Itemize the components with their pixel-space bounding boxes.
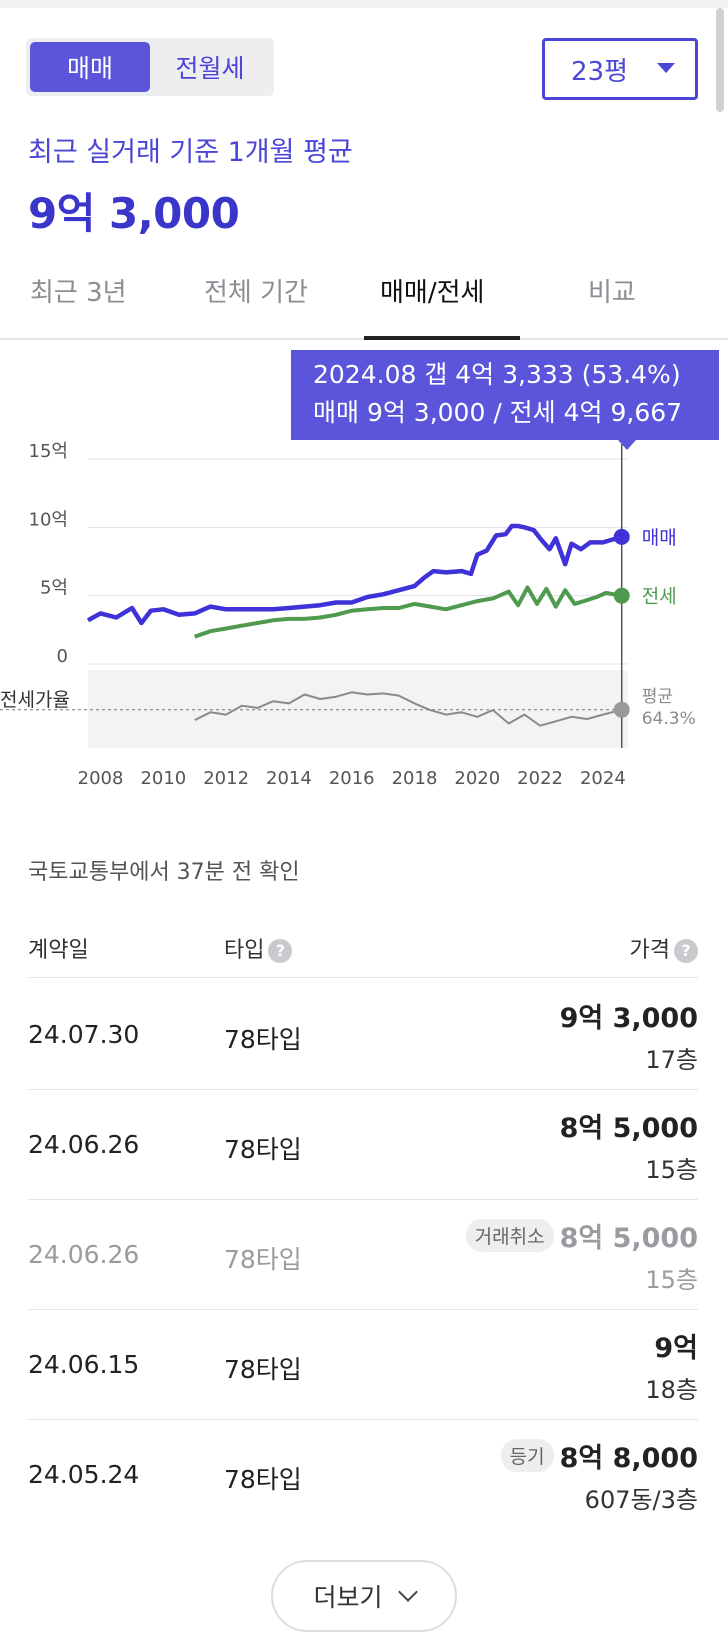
- header-date: 계약일: [28, 938, 89, 963]
- average-price: 9억 3,000: [28, 189, 240, 238]
- trade-type-toggle: 매매 전월세: [26, 38, 274, 96]
- data-source: 국토교통부에서 37분 전 확인: [28, 860, 300, 885]
- jeonse-series-line: [194, 585, 623, 639]
- ratio-average-title: 평균: [642, 687, 673, 707]
- row-type: 78타입: [224, 1025, 302, 1054]
- help-icon[interactable]: ?: [674, 939, 698, 963]
- header-type: 타입: [224, 938, 265, 963]
- row-date: 24.06.15: [28, 1350, 140, 1379]
- row-amount-cell: 거래취소 8억 5,000: [465, 1216, 698, 1255]
- row-floor: 18층: [645, 1376, 698, 1404]
- sale-end-label: 매매: [642, 527, 677, 549]
- row-amount: 9억: [654, 1333, 698, 1364]
- chart-tooltip: 2024.08 갭 4억 3,333 (53.4%) 매매 9억 3,000 /…: [291, 350, 719, 440]
- x-tick-label: 2012: [203, 768, 249, 789]
- header-price-cell: 가격?: [630, 932, 698, 964]
- ratio-average-value: 64.3%: [642, 709, 696, 729]
- tooltip-prices: 매매 9억 3,000 / 전세 4억 9,667: [313, 398, 683, 427]
- y-tick-label: 10억: [29, 509, 68, 530]
- x-tick-label: 2008: [78, 768, 124, 789]
- ratio-series-line: [194, 691, 622, 727]
- tab-recent-3y[interactable]: 최근 3년: [30, 278, 127, 308]
- row-date: 24.06.26: [28, 1240, 140, 1269]
- more-button-label: 더보기: [313, 1583, 383, 1612]
- row-amount: 8억 5,000: [559, 1113, 698, 1144]
- ratio-end-point: [613, 701, 630, 718]
- more-button[interactable]: 더보기: [271, 1560, 457, 1632]
- sale-series-line: [86, 523, 623, 626]
- table-row[interactable]: 24.05.24 78타입 등기 8억 8,000 607동/3층: [28, 1420, 698, 1530]
- period-tabs: 최근 3년 전체 기간 매매/전세 비교: [0, 258, 728, 340]
- y-tick-label: 15억: [29, 441, 68, 462]
- row-amount: 8억 8,000: [559, 1443, 698, 1474]
- row-amount-cell: 등기 8억 8,000: [500, 1436, 698, 1475]
- x-tick-label: 2020: [454, 768, 500, 789]
- tab-sale-jeonse[interactable]: 매매/전세: [380, 278, 485, 308]
- row-floor: 607동/3층: [584, 1486, 698, 1514]
- row-date: 24.07.30: [28, 1020, 140, 1049]
- row-floor: 15층: [645, 1266, 698, 1294]
- price-subtitle: 최근 실거래 기준 1개월 평균: [28, 137, 353, 168]
- row-amount: 8억 5,000: [559, 1223, 698, 1254]
- table-row[interactable]: 24.07.30 78타입 9억 3,000 17층: [28, 980, 698, 1090]
- y-tick-label: 0: [57, 646, 68, 667]
- scrollbar[interactable]: [716, 8, 724, 112]
- x-tick-label: 2016: [329, 768, 375, 789]
- size-dropdown-value: 23평: [571, 56, 629, 87]
- row-amount: 9억 3,000: [559, 1003, 698, 1034]
- trade-type-sale[interactable]: 매매: [30, 42, 150, 92]
- ratio-label: 전세가율: [0, 689, 70, 711]
- cancelled-badge: 거래취소: [465, 1219, 554, 1252]
- table-row[interactable]: 24.06.26 78타입 거래취소 8억 5,000 15층: [28, 1200, 698, 1310]
- tab-all-period[interactable]: 전체 기간: [204, 278, 308, 308]
- row-type: 78타입: [224, 1355, 302, 1384]
- top-strip: [0, 0, 728, 8]
- chevron-down-icon: [397, 1582, 418, 1602]
- trade-type-rent[interactable]: 전월세: [175, 54, 245, 83]
- y-tick-label: 5억: [40, 578, 68, 599]
- tooltip-arrow: [618, 440, 636, 450]
- row-floor: 15층: [645, 1156, 698, 1184]
- ratio-band: [88, 670, 628, 748]
- caret-down-icon: [657, 63, 675, 73]
- sale-end-point: [613, 528, 630, 545]
- x-tick-label: 2014: [266, 768, 312, 789]
- x-tick-label: 2022: [517, 768, 563, 789]
- row-type: 78타입: [224, 1135, 302, 1164]
- jeonse-end-point: [613, 587, 630, 604]
- table-header: 계약일 타입? 가격?: [28, 920, 698, 978]
- x-tick-label: 2018: [392, 768, 438, 789]
- table-row[interactable]: 24.06.15 78타입 9억 18층: [28, 1310, 698, 1420]
- table-row[interactable]: 24.06.26 78타입 8억 5,000 15층: [28, 1090, 698, 1200]
- row-type: 78타입: [224, 1465, 302, 1494]
- size-dropdown[interactable]: 23평: [542, 38, 698, 100]
- row-type: 78타입: [224, 1245, 302, 1274]
- tooltip-gap: 2024.08 갭 4억 3,333 (53.4%): [313, 360, 681, 389]
- row-floor: 17층: [645, 1046, 698, 1074]
- x-tick-label: 2024: [580, 768, 626, 789]
- row-date: 24.05.24: [28, 1460, 140, 1489]
- tab-compare[interactable]: 비교: [588, 278, 636, 308]
- jeonse-end-label: 전세: [642, 586, 677, 608]
- x-tick-label: 2010: [140, 768, 186, 789]
- header-price: 가격: [629, 938, 670, 963]
- row-date: 24.06.26: [28, 1130, 140, 1159]
- active-tab-indicator: [364, 336, 520, 340]
- registered-badge: 등기: [500, 1439, 554, 1472]
- header-type-cell: 타입?: [224, 932, 293, 964]
- help-icon[interactable]: ?: [268, 939, 293, 963]
